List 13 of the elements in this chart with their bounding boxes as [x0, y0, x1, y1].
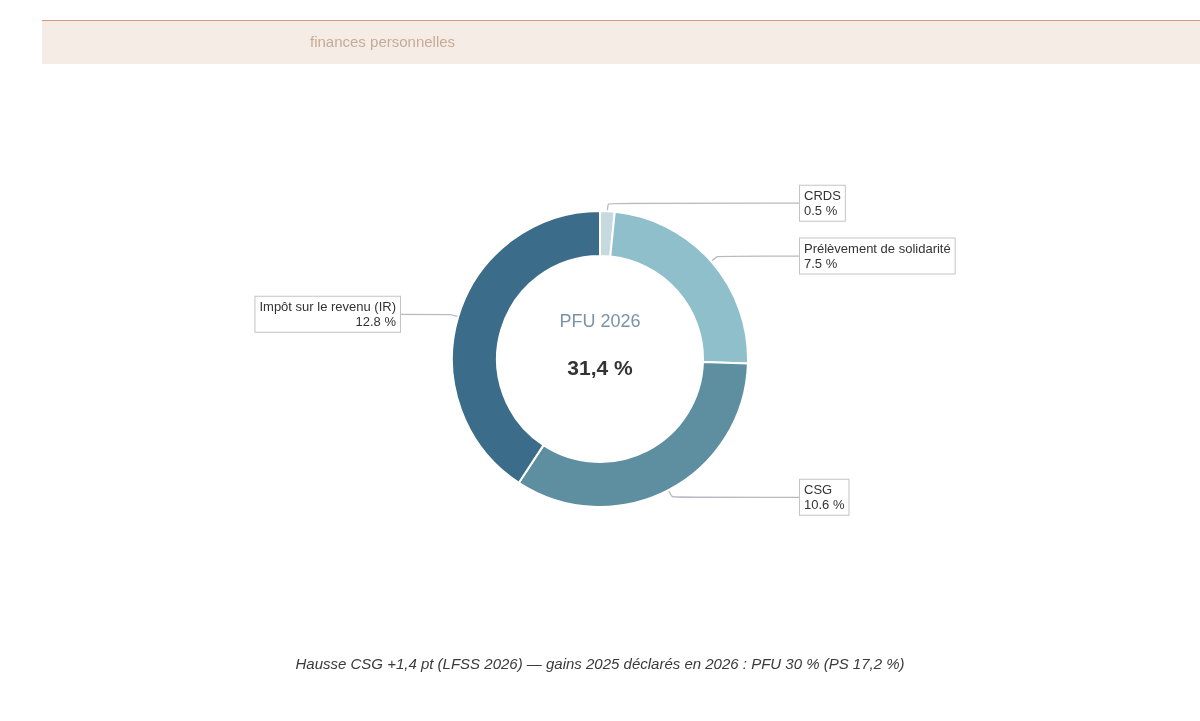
slice-label: CRDS — [804, 188, 842, 204]
chart-subtitle: finances personnelles — [310, 33, 456, 51]
data-label: 7.5 % — [804, 256, 838, 272]
header-band: finances personnelles — [42, 20, 1200, 64]
text: 31,4 % — [567, 356, 634, 379]
text: Hausse CSG +1,4 pt (LFSS 2026) — gains 2025 déclarés en 2026 : PFU 30 % (PS 17,2 %) — [295, 655, 905, 672]
data-label: 12.8 % — [355, 314, 397, 330]
data-label: 10.6 % — [804, 497, 845, 513]
slice-label: Prélèvement de solidarité — [804, 241, 951, 257]
text: PFU 2026 — [559, 311, 641, 331]
slice-label: Impôt sur le revenu (IR) — [259, 299, 396, 315]
data-label: 0.5 % — [804, 203, 838, 219]
slice-label: CSG — [804, 482, 833, 498]
